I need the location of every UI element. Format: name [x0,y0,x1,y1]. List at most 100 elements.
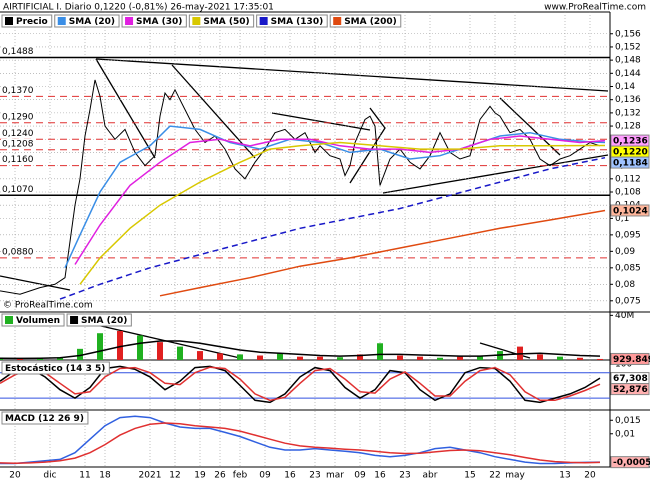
x-tick-label: 26 [214,471,226,481]
volume-bar [0,358,3,360]
volume-bar [257,355,263,360]
legend-box [329,14,402,28]
y-tick-label: 0,09 [615,247,635,257]
legend-box [66,313,132,327]
value-label-bg [610,383,650,396]
value-label-bg [610,456,650,469]
series-line [64,125,606,269]
volume-bar [97,333,103,360]
volume-bar [117,330,123,360]
x-tick-label: 11 [79,471,90,481]
legend-swatch [192,17,201,25]
volume-bar [437,357,443,360]
volume-bar [417,356,423,360]
legend-label: Volumen [16,316,60,326]
legend-item: SMA (30) [121,14,187,28]
x-tick-label: 09 [354,471,366,481]
volume-bar [217,353,223,360]
x-tick-label: dic [43,471,56,481]
x-tick-label: 19 [194,471,206,481]
value-label: 0,1236 [613,137,648,147]
legend-box [1,14,53,28]
level-label: 0,1488 [2,47,34,57]
y-tick-label: 0,152 [615,42,641,52]
legend-swatch [333,17,342,25]
legend-item: SMA (50) [188,14,255,28]
x-tick-label: 20 [584,471,596,481]
legend-label: Precio [16,17,48,27]
legend-item: SMA (130) [256,14,328,28]
y-tick-label: 0,1 [615,214,629,224]
legend-item: Volumen [1,313,65,327]
watermark: © ProRealTime.com [3,301,93,311]
volume-bar [137,335,143,360]
y-tick-label: 0,01 [615,429,635,439]
volume-bar [337,357,343,360]
volume-bar [177,346,183,360]
legend-box [1,313,65,327]
value-label: 0,1184 [613,159,648,169]
legend-box [54,14,120,28]
series-line [0,422,601,464]
volume-bar [477,355,483,360]
x-tick-label: 13 [559,471,570,481]
volume-bar [237,354,243,360]
trend-line [382,154,609,194]
series-line [0,340,601,360]
level-label: 0,1290 [2,112,34,122]
volume-bar [537,354,543,360]
y-tick-label: 0,075 [615,296,641,306]
level-label: 0,1370 [2,86,34,96]
series-line [74,135,606,265]
volume-bar [297,356,303,360]
level-label-bg [1,111,35,122]
level-label-bg [1,85,35,96]
x-tick-label: 22 [489,471,500,481]
chart-title: AIRTIFICIAL I. Diario 0,1220 (-0,81%) 26… [3,3,274,13]
x-tick-label: 12 [169,471,180,481]
trend-line [95,58,609,92]
volume-bar [17,358,23,360]
legend-item: Estocástico (14 3 5) [1,361,110,375]
x-tick-label: 20 [9,471,21,481]
volume-bar [377,343,383,360]
legend-item: SMA (200) [329,14,402,28]
y-tick-label: 40M [615,311,634,321]
y-tick-label: 0,136 [615,95,641,105]
legend-swatch [57,17,66,25]
level-label-bg [1,138,35,149]
value-label: 929.849 [613,355,650,365]
legend-box [121,14,187,28]
y-tick-label: 0,148 [615,56,641,66]
x-tick-label: abr [423,471,438,481]
volume-bar [197,351,203,360]
legend-box [256,14,328,28]
y-tick-label: 0,112 [615,174,641,184]
volume-bar [57,357,63,360]
legend-label: SMA (50) [203,17,249,27]
legend-item: SMA (20) [66,313,132,327]
trend-line [171,64,256,159]
value-label: 0,1220 [613,148,648,158]
series-line [59,156,606,300]
legend-item: MACD (12 26 9) [1,411,89,425]
volume-bar [397,355,403,360]
series-line [79,141,606,285]
x-tick-label: 18 [99,471,111,481]
legend-box [1,411,89,425]
y-tick-label: 0,14 [615,82,635,92]
series-line [0,366,601,402]
legend-label: SMA (130) [271,17,324,27]
y-tick-label: 0,144 [615,69,641,79]
series-line [0,79,601,295]
value-label-bg [610,204,650,217]
value-label: 67,308 [613,374,648,384]
legend-item: SMA (20) [54,14,120,28]
legend-swatch [125,17,134,25]
legend-swatch [259,17,268,25]
legend-label: SMA (20) [81,316,127,326]
volume-bar [577,357,583,360]
y-tick-label: 0,156 [615,29,641,39]
